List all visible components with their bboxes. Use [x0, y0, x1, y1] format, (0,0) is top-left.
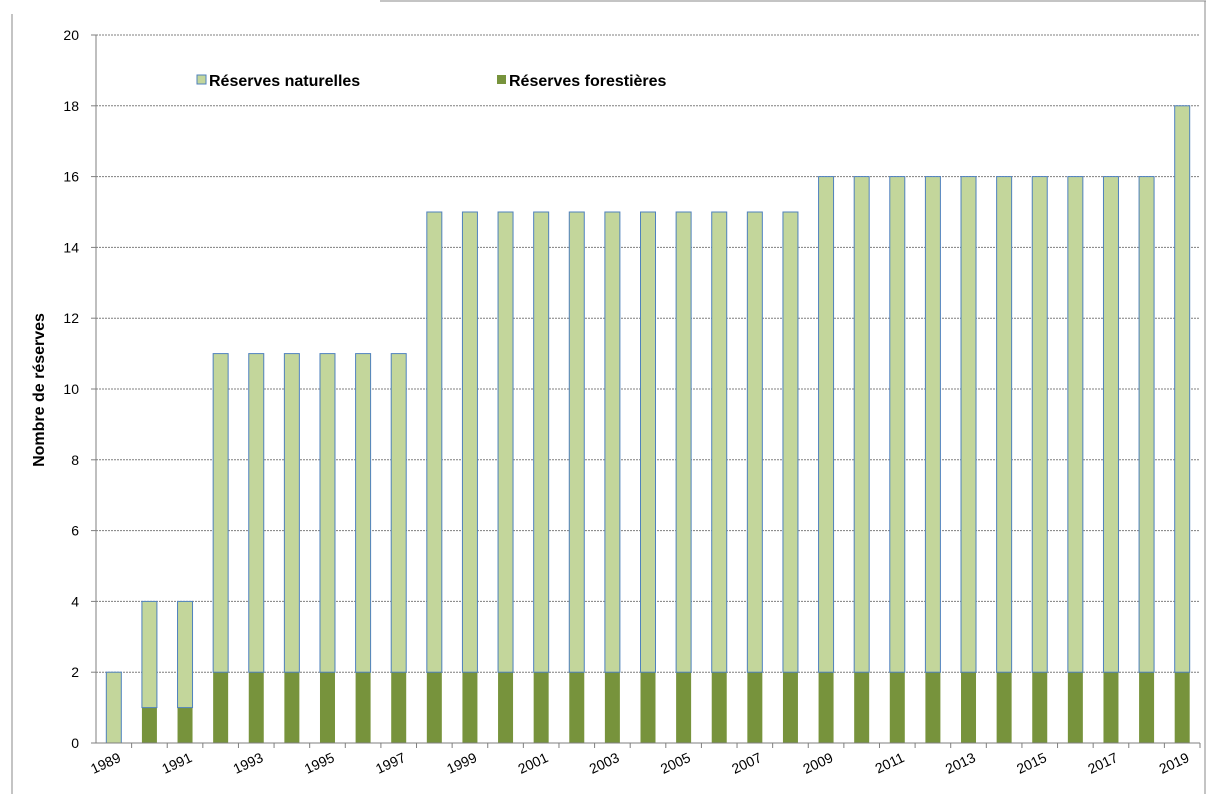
y-tick-label: 10: [63, 381, 79, 397]
bar-naturelles-2003: [604, 211, 621, 673]
x-tick-label: 2005: [658, 749, 693, 777]
bar-naturelles-1996: [355, 353, 372, 673]
bar-naturelles-2008: [782, 211, 799, 673]
bar-naturelles-1995: [319, 353, 336, 673]
y-tick-label: 12: [63, 310, 79, 326]
bar-forestieres-2015: [1032, 672, 1048, 743]
bar-forestieres-2003: [604, 672, 620, 743]
bar-forestieres-2019: [1174, 672, 1190, 743]
legend-swatch-forestieres: [497, 75, 506, 84]
bar-forestieres-2016: [1067, 672, 1083, 743]
bar-naturelles-2006: [711, 211, 728, 673]
bar-forestieres-2004: [640, 672, 656, 743]
legend: Réserves naturelles Réserves forestières: [196, 73, 667, 90]
x-tick-label: 1993: [231, 749, 266, 777]
y-tick-label: 2: [71, 664, 79, 680]
bar-naturelles-1997: [390, 353, 407, 673]
x-tick-label: 2003: [587, 749, 622, 777]
y-tick-label: 4: [71, 593, 79, 609]
bar-forestieres-2002: [569, 672, 585, 743]
bar-forestieres-2006: [711, 672, 727, 743]
y-tick-label: 8: [71, 452, 79, 468]
bars: [105, 105, 1191, 744]
y-tick-label: 0: [71, 735, 79, 751]
bar-forestieres-2009: [818, 672, 834, 743]
x-tick-label: 1991: [159, 749, 194, 777]
bar-naturelles-1994: [283, 353, 300, 673]
bar-forestieres-2007: [747, 672, 763, 743]
y-tick-label: 6: [71, 523, 79, 539]
x-tick-label: 2007: [729, 749, 764, 777]
bar-naturelles-2000: [497, 211, 514, 673]
x-tick-label: 2001: [515, 749, 550, 777]
bar-forestieres-2013: [961, 672, 977, 743]
bar-forestieres-2000: [498, 672, 514, 743]
bar-naturelles-1998: [426, 211, 443, 673]
legend-label-forestieres: Réserves forestières: [509, 73, 667, 90]
bar-forestieres-2001: [533, 672, 549, 743]
x-tick-label: 1997: [373, 749, 408, 777]
bar-naturelles-2001: [533, 211, 550, 673]
x-tick-label: 2009: [800, 749, 835, 777]
bar-naturelles-2011: [889, 176, 906, 673]
bar-forestieres-2008: [782, 672, 798, 743]
axes: [91, 34, 1201, 748]
bar-forestieres-2012: [925, 672, 941, 743]
legend-swatch-naturelles: [196, 74, 207, 85]
bar-naturelles-1992: [212, 353, 229, 673]
bar-naturelles-2002: [568, 211, 585, 673]
y-tick-labels: 0 2 4 6 8 10 12 14 16 18 20: [63, 27, 79, 751]
bar-forestieres-1990: [141, 707, 157, 743]
bar-forestieres-2014: [996, 672, 1012, 743]
bar-naturelles-2004: [640, 211, 656, 673]
x-tick-label: 2011: [873, 749, 907, 776]
bar-naturelles-1989: [105, 671, 122, 744]
x-tick-label: 2013: [943, 749, 978, 777]
bar-forestieres-1992: [213, 672, 229, 743]
bar-naturelles-1991: [177, 600, 194, 709]
bar-naturelles-2015: [1031, 176, 1048, 673]
bar-naturelles-2019: [1174, 105, 1191, 673]
bar-forestieres-1995: [319, 672, 335, 743]
bar-naturelles-1993: [248, 353, 265, 673]
bar-forestieres-1991: [177, 707, 193, 743]
x-tick-label: 1999: [444, 749, 479, 777]
x-tick-label: 2019: [1156, 749, 1191, 777]
x-tick-label: 2017: [1085, 749, 1120, 777]
bar-naturelles-1990: [141, 600, 158, 709]
bar-naturelles-2012: [924, 176, 941, 673]
bar-forestieres-1998: [426, 672, 442, 743]
y-tick-label: 20: [63, 27, 79, 43]
bar-naturelles-2005: [675, 211, 692, 673]
bar-naturelles-2017: [1102, 176, 1119, 673]
bar-naturelles-2018: [1138, 176, 1155, 673]
bar-forestieres-1994: [284, 672, 300, 743]
bar-forestieres-2010: [854, 672, 870, 743]
bar-forestieres-2011: [889, 672, 905, 743]
x-tick-label: 2015: [1014, 749, 1049, 777]
bar-naturelles-2009: [818, 176, 835, 673]
bar-naturelles-2010: [853, 176, 870, 673]
x-tick-labels: 1989 1991 1993 1995 1997 1999 2001 2003 2005 2007…: [88, 749, 1192, 777]
bar-naturelles-2013: [960, 176, 977, 673]
y-tick-label: 18: [63, 98, 79, 114]
bar-forestieres-1993: [248, 672, 264, 743]
bar-forestieres-1999: [462, 672, 478, 743]
x-tick-label: 1995: [302, 749, 337, 777]
x-tick-label: 1989: [88, 749, 123, 777]
bar-forestieres-2005: [676, 672, 692, 743]
bar-forestieres-1996: [355, 672, 371, 743]
bar-naturelles-2014: [996, 176, 1013, 673]
legend-label-naturelles: Réserves naturelles: [209, 73, 360, 90]
bar-forestieres-2018: [1139, 672, 1155, 743]
bar-naturelles-2007: [746, 211, 763, 673]
y-axis-label: Nombre de réserves: [31, 313, 48, 467]
y-tick-label: 16: [63, 169, 79, 185]
bar-forestieres-1997: [391, 672, 407, 743]
bar-naturelles-1999: [461, 211, 478, 673]
bar-naturelles-2016: [1067, 176, 1084, 673]
y-tick-label: 14: [63, 239, 79, 255]
bar-forestieres-2017: [1103, 672, 1119, 743]
